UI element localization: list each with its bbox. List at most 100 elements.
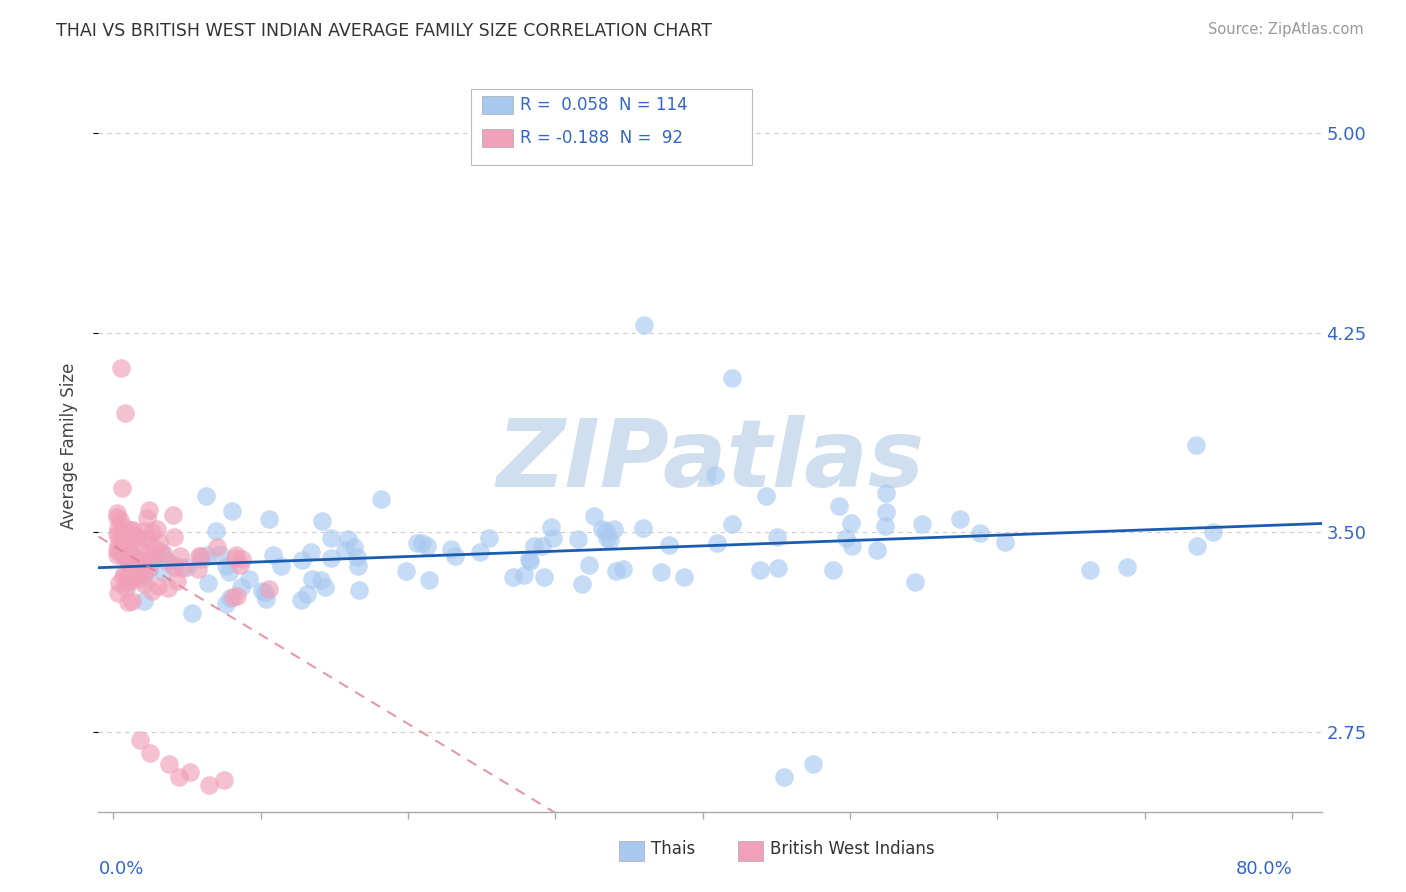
Point	[115, 581, 138, 595]
Point	[128, 540, 150, 554]
Point	[112, 567, 135, 582]
Point	[440, 541, 463, 556]
Point	[567, 532, 589, 546]
Point	[603, 523, 626, 537]
Point	[231, 552, 253, 566]
Point	[143, 541, 166, 556]
Point	[197, 576, 219, 591]
Point	[215, 597, 238, 611]
Point	[766, 530, 789, 544]
Point	[411, 536, 433, 550]
Point	[571, 577, 593, 591]
Point	[124, 566, 146, 580]
Point	[229, 580, 252, 594]
Point	[523, 539, 546, 553]
Text: Source: ZipAtlas.com: Source: ZipAtlas.com	[1208, 22, 1364, 37]
Point	[395, 564, 418, 578]
Point	[595, 524, 617, 538]
Point	[169, 549, 191, 563]
Point	[169, 770, 191, 784]
Point	[118, 546, 141, 560]
Point	[633, 521, 655, 535]
Point	[658, 538, 681, 552]
Point	[128, 732, 150, 747]
Point	[866, 543, 889, 558]
Point	[205, 540, 228, 554]
Point	[111, 524, 134, 538]
Point	[111, 481, 134, 495]
Point	[114, 519, 136, 533]
Point	[134, 524, 156, 538]
Point	[118, 556, 141, 570]
Point	[162, 508, 184, 523]
Point	[212, 772, 235, 787]
Point	[127, 530, 149, 544]
Point	[115, 549, 138, 563]
Point	[343, 540, 366, 554]
Point	[141, 584, 163, 599]
Point	[834, 532, 856, 546]
Point	[218, 565, 240, 579]
Point	[105, 510, 128, 524]
Point	[910, 517, 932, 532]
Point	[540, 519, 562, 533]
Point	[257, 512, 280, 526]
Point	[766, 561, 789, 575]
Point	[478, 531, 501, 545]
Point	[163, 530, 186, 544]
Point	[114, 406, 136, 420]
Point	[530, 539, 553, 553]
Point	[418, 573, 440, 587]
Point	[222, 591, 245, 605]
Point	[519, 554, 541, 568]
Point	[107, 530, 129, 544]
Point	[108, 545, 131, 559]
Point	[146, 522, 169, 536]
Point	[108, 576, 131, 591]
Point	[134, 594, 156, 608]
Point	[823, 563, 845, 577]
Text: British West Indians: British West Indians	[770, 840, 935, 858]
Point	[105, 527, 128, 541]
Point	[188, 549, 211, 564]
Point	[219, 591, 242, 606]
Point	[533, 569, 555, 583]
Point	[706, 536, 728, 550]
Point	[721, 371, 744, 385]
Point	[105, 548, 128, 562]
Point	[801, 756, 824, 771]
Point	[346, 550, 368, 565]
Point	[301, 572, 323, 586]
Point	[138, 563, 160, 577]
Text: R = -0.188  N =  92: R = -0.188 N = 92	[520, 129, 683, 147]
Point	[333, 543, 356, 558]
Point	[127, 566, 149, 581]
Point	[253, 584, 276, 599]
Point	[468, 545, 491, 559]
Text: R =  0.058  N = 114: R = 0.058 N = 114	[520, 96, 688, 114]
Point	[578, 558, 600, 572]
Point	[127, 569, 149, 583]
Point	[191, 552, 214, 566]
Point	[221, 504, 243, 518]
Point	[132, 566, 155, 581]
Point	[772, 770, 794, 784]
Point	[224, 551, 246, 566]
Point	[128, 572, 150, 586]
Point	[166, 574, 188, 588]
Point	[122, 523, 145, 537]
Point	[110, 360, 132, 375]
Point	[105, 506, 128, 520]
Point	[152, 565, 174, 579]
Point	[122, 559, 145, 574]
Point	[187, 562, 209, 576]
Text: Thais: Thais	[651, 840, 695, 858]
Point	[416, 540, 439, 554]
Point	[541, 531, 564, 545]
Point	[994, 534, 1017, 549]
Point	[198, 778, 221, 792]
Point	[949, 512, 972, 526]
Point	[118, 527, 141, 541]
Point	[115, 575, 138, 590]
Point	[827, 499, 849, 513]
